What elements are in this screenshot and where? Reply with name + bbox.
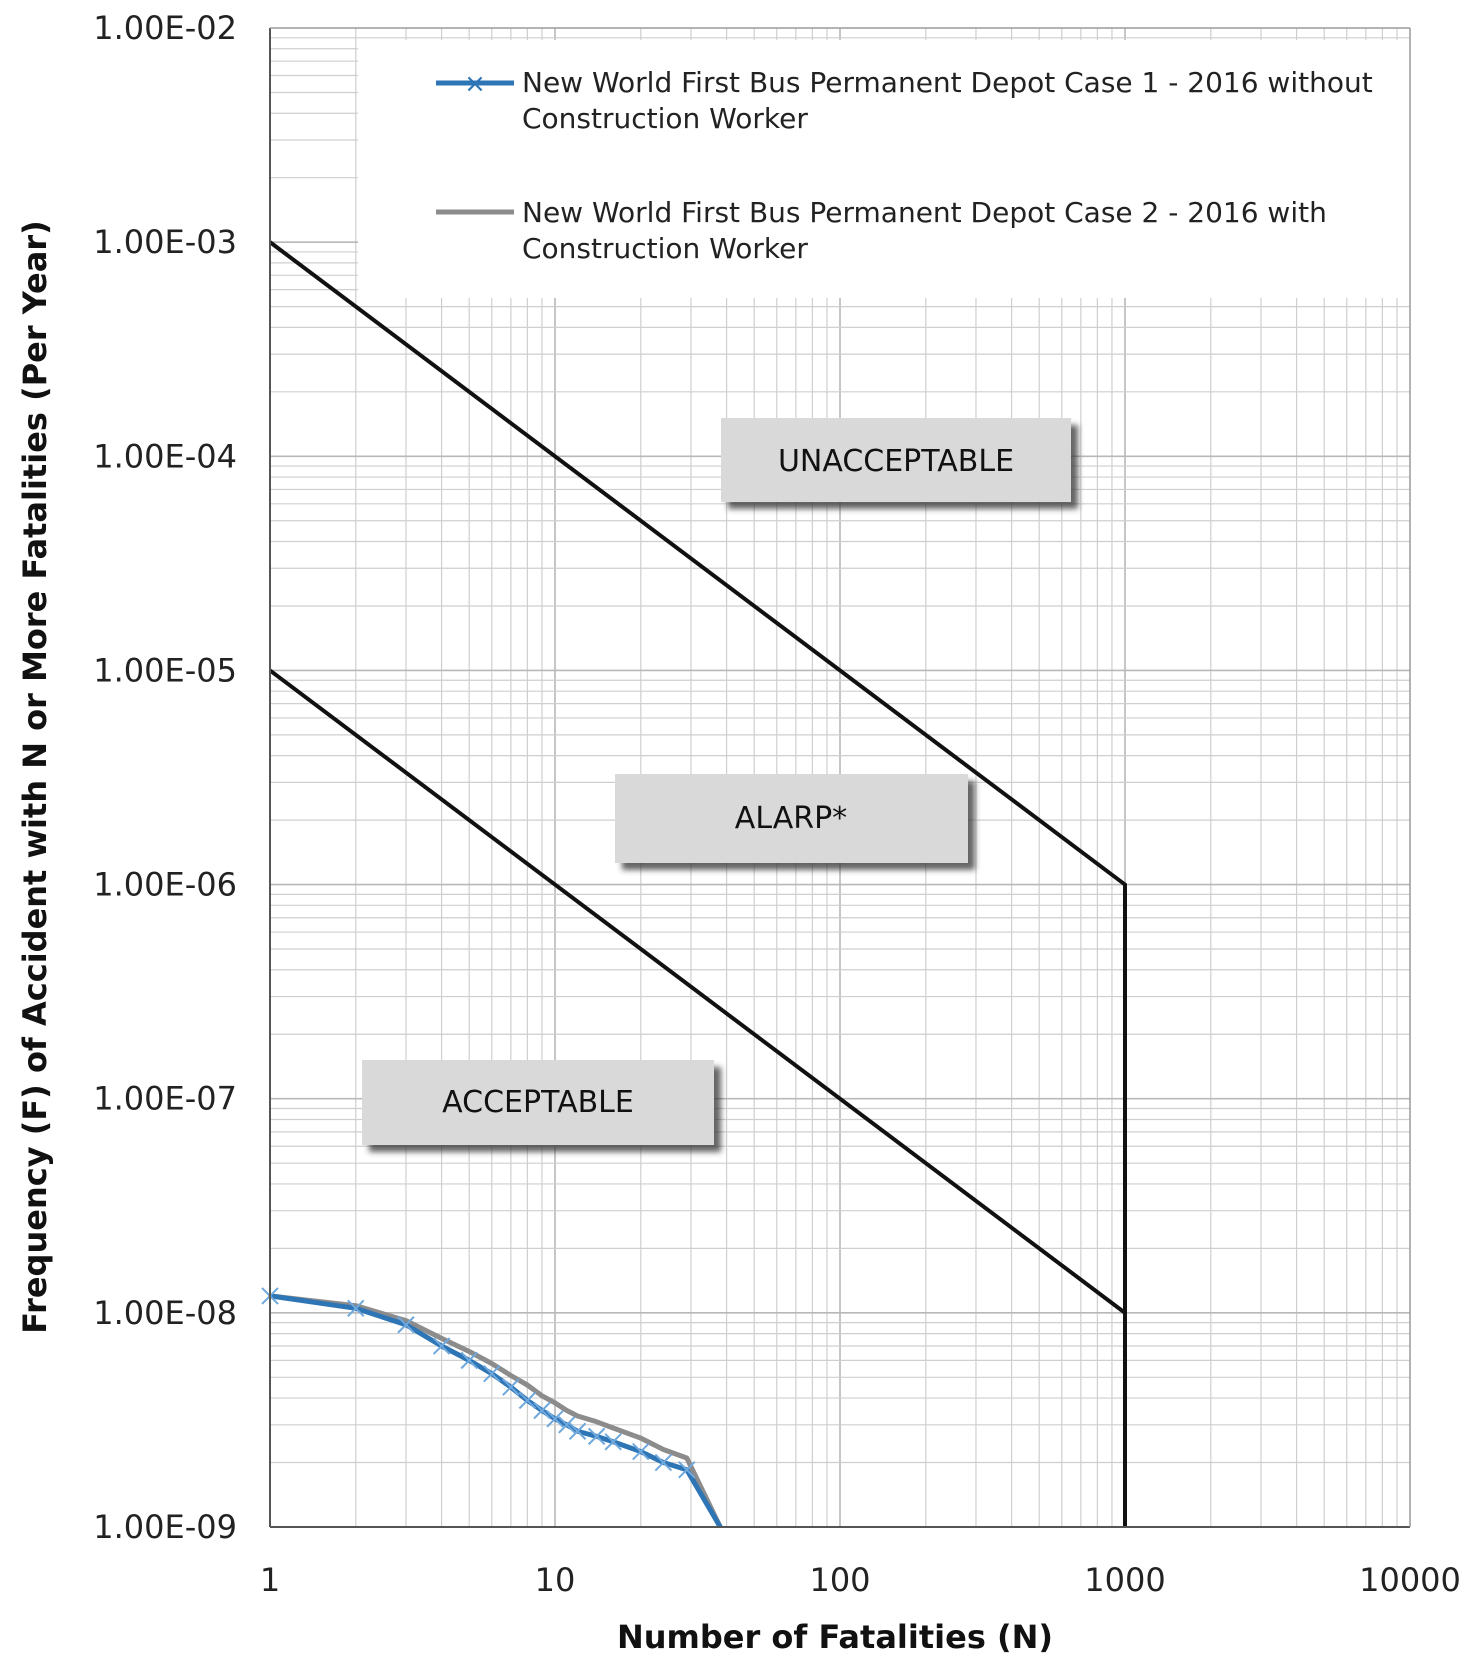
series-point-case-1 [568,1422,587,1440]
x-tick-label: 1 [260,1561,280,1599]
series-point-case-1 [432,1337,451,1355]
region-labels: UNACCEPTABLE ALARP* ACCEPTABLE [362,418,1071,1145]
series-point-case-1 [502,1378,520,1396]
x-tick-label: 10 [535,1561,576,1599]
x-tick-label: 100 [809,1561,870,1599]
x-axis-title: Number of Fatalities (N) [617,1618,1053,1656]
series-point-case-1 [558,1416,576,1434]
y-axis-title: Frequency (F) of Accident with N or More… [16,220,54,1333]
series-point-case-1 [632,1442,650,1461]
x-tick-label: 10000 [1359,1561,1461,1599]
series-point-case-1 [546,1410,564,1428]
legend-label-case-2: New World First Bus Permanent Depot Case… [522,196,1336,265]
series-line-case-1 [269,1293,723,1529]
legend-marker-case-1: × [464,69,486,99]
y-tick-label: 1.00E-07 [93,1080,237,1118]
series-point-case-1 [587,1427,606,1446]
region-box-alarp: ALARP* [615,774,968,863]
series-point-case-1 [604,1433,622,1451]
y-tick-label: 1.00E-06 [93,866,237,904]
x-tick-label: 1000 [1084,1561,1165,1599]
region-label-alarp: ALARP* [735,801,847,836]
legend-background [358,40,1418,298]
series-point-case-1 [533,1401,551,1420]
y-tick-label: 1.00E-05 [93,651,237,689]
region-label-acceptable: ACCEPTABLE [442,1085,634,1120]
legend-label-case-1: New World First Bus Permanent Depot Case… [522,66,1382,135]
region-label-unacceptable: UNACCEPTABLE [778,444,1014,479]
y-tick-label: 1.00E-04 [93,437,237,475]
y-tick-label: 1.00E-03 [93,223,237,261]
series-point-case-1 [397,1316,415,1334]
region-box-acceptable: ACCEPTABLE [362,1060,714,1145]
region-box-unacceptable: UNACCEPTABLE [721,418,1071,502]
series-point-case-1 [483,1364,501,1383]
data-series [261,1287,723,1529]
criteria-lines [268,240,1127,1527]
axes [269,27,1411,1528]
series-line-case-2 [269,1293,723,1529]
criteria-line-2 [268,668,1127,1315]
series-point-case-1 [654,1453,673,1472]
series-point-case-1 [460,1351,478,1370]
y-tick-label: 1.00E-08 [93,1294,237,1332]
series-point-case-1 [678,1461,696,1479]
series-point-case-1 [518,1391,537,1410]
legend: × New World First Bus Permanent Depot Ca… [358,40,1418,298]
tick-labels: 1 10 100 1000 10000 1.00E-02 1.00E-03 1.00E-04 1… [93,9,1461,1599]
y-tick-label: 1.00E-02 [93,9,237,47]
y-tick-label: 1.00E-09 [93,1508,237,1546]
series-point-case-1 [347,1299,365,1318]
